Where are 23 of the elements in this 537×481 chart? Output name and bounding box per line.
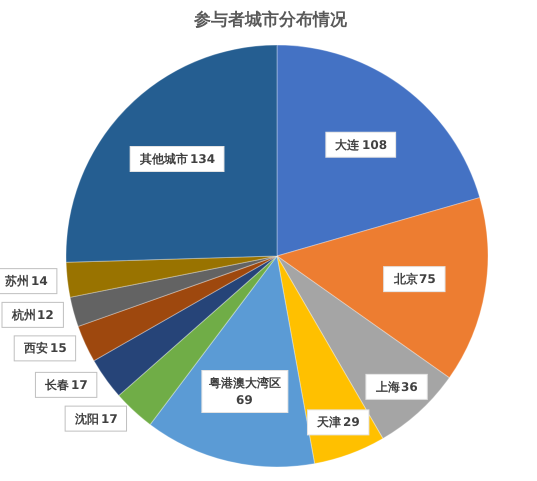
data-label: 36 — [401, 380, 418, 394]
slice-label: 沈阳 — [74, 412, 99, 426]
data-label: 14 — [31, 274, 48, 288]
slice-label: 苏州 — [4, 274, 29, 288]
data-label: 17 — [71, 378, 88, 392]
slice-label: 粤港澳大湾区 — [208, 376, 281, 390]
data-label: 12 — [37, 308, 54, 322]
data-label: 134 — [190, 152, 216, 166]
slice-label: 长春 — [44, 378, 69, 392]
slice-label: 北京 — [393, 272, 418, 286]
data-label: 108 — [362, 138, 388, 152]
slice-label: 天津 — [316, 415, 341, 429]
slice-label: 上海 — [375, 380, 400, 394]
data-label: 29 — [343, 415, 360, 429]
data-label: 17 — [101, 412, 118, 426]
data-label: 15 — [50, 341, 67, 355]
data-label: 75 — [419, 272, 436, 286]
data-label: 69 — [236, 393, 253, 407]
chart-title: 参与者城市分布情况 — [193, 10, 348, 30]
slice-label: 大连 — [335, 138, 360, 152]
slice-label: 其他城市 — [139, 152, 188, 166]
slice-label: 西安 — [23, 341, 48, 355]
slice-label: 杭州 — [11, 308, 36, 322]
